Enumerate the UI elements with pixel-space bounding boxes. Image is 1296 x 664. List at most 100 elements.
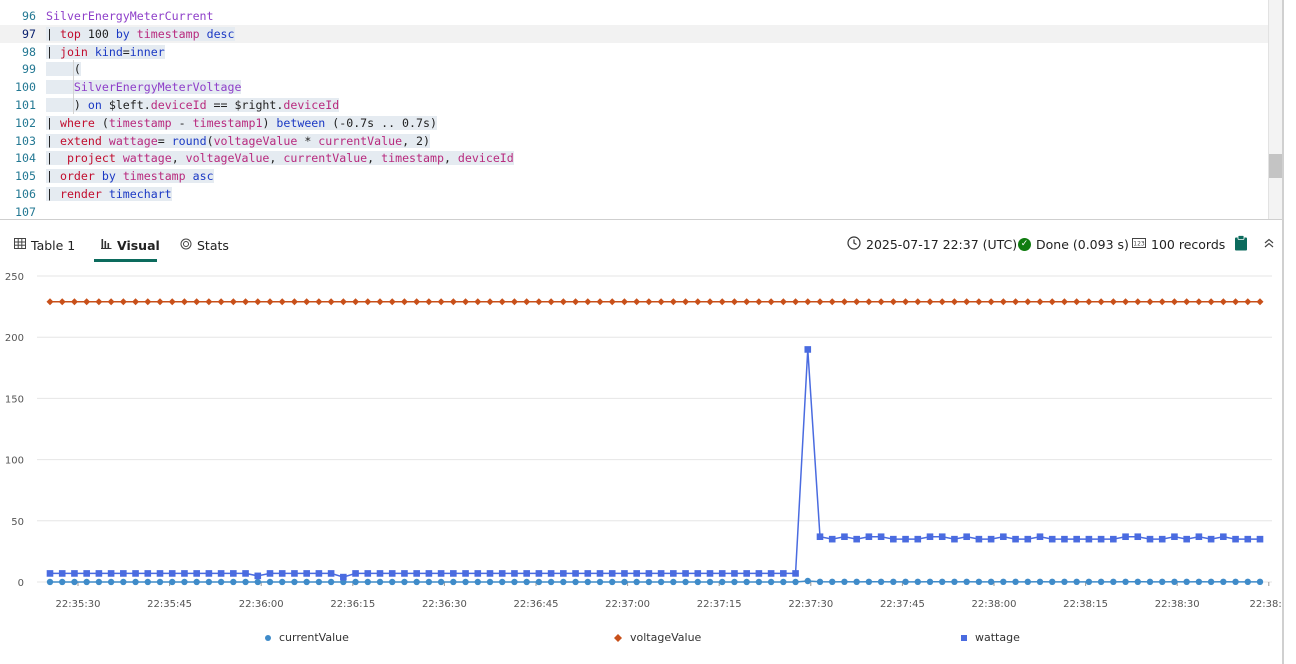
code-line[interactable]: 103 | extend wattage= round(voltageValue … [0, 132, 1268, 150]
code-token: timestamp [108, 115, 172, 130]
voltageValue-point [1122, 298, 1130, 306]
voltageValue-point [425, 298, 433, 306]
currentValue-point [376, 578, 384, 586]
code-text: | top 100 by timestamp desc [46, 25, 235, 43]
records-icon: 123 [1132, 237, 1146, 251]
code-line[interactable]: 100 SilverEnergyMeterVoltage [0, 78, 1268, 96]
code-token: = [157, 133, 172, 148]
wattage-point [388, 570, 396, 577]
currentValue-point [743, 578, 750, 586]
wattage-point [584, 570, 592, 577]
tab-stats[interactable]: Stats [180, 230, 229, 260]
voltageValue-point [217, 298, 225, 306]
wattage-point [315, 570, 323, 577]
voltageValue-point [278, 298, 286, 306]
wattage-point [926, 533, 934, 541]
currentValue-point [59, 578, 66, 586]
code-token [94, 169, 102, 184]
code-line[interactable]: 105 | order by timestamp asc [0, 167, 1268, 185]
voltageValue-point [46, 298, 54, 306]
currentValue-point [144, 578, 151, 586]
code-line[interactable]: 99 ( [0, 60, 1268, 78]
currentValue-point [633, 578, 640, 586]
wattage-point [767, 570, 775, 577]
code-token: timestamp [122, 169, 186, 184]
code-token: ) [262, 115, 277, 130]
currentValue-point [364, 578, 371, 586]
voltageValue-point [889, 298, 897, 306]
code-line[interactable]: 102 | where (timestamp - timestamp1) betw… [0, 114, 1268, 132]
voltageValue-point [963, 298, 971, 306]
tab-stats-label: Stats [197, 237, 229, 253]
code-line[interactable]: 106 | render timechart [0, 185, 1268, 203]
voltageValue-point [865, 298, 873, 306]
currentValue-point [706, 578, 714, 586]
query-editor[interactable]: 96 SilverEnergyMeterCurrent 97 | top 100 by… [0, 0, 1282, 219]
currentValue-point [242, 578, 249, 586]
voltageValue-point [1232, 298, 1240, 306]
code-token: | [46, 169, 60, 184]
currentValue-point [975, 578, 983, 586]
currentValue-point [205, 578, 213, 586]
editor-scrollbar-thumb[interactable] [1269, 154, 1282, 178]
legend-current[interactable]: currentValue [265, 631, 349, 644]
timechart[interactable]: 0 50 100 150 200 250 22:35:30 22:35:45 22:36:00 2… [0, 264, 1282, 664]
wattage-point [1220, 533, 1227, 541]
wattage-point [278, 570, 286, 577]
voltageValue-point [1183, 298, 1191, 306]
code-token: , [171, 151, 186, 166]
wattage-point [902, 535, 909, 543]
wattage-point [486, 570, 494, 577]
wattage-point [254, 572, 262, 580]
code-line[interactable]: 107 [0, 203, 1268, 219]
pane-divider [1282, 0, 1284, 664]
legend-voltage[interactable]: voltageValue [614, 631, 701, 644]
voltageValue-point [1109, 298, 1117, 306]
legend-wattage[interactable]: wattage [961, 631, 1020, 644]
code-line[interactable]: 98 | join kind=inner [0, 43, 1268, 61]
collapse-results-button[interactable] [1263, 232, 1275, 256]
currentValue-point [254, 578, 261, 586]
wattage-point [120, 570, 127, 577]
wattage-point [327, 570, 335, 577]
voltageValue-point [926, 298, 934, 306]
code-token [87, 44, 95, 59]
wattage-point [706, 570, 714, 577]
code-line[interactable]: 101 ) on $left.deviceId == $right.device… [0, 96, 1268, 114]
code-line[interactable]: 96 SilverEnergyMeterCurrent [0, 7, 1268, 25]
wattage-point [1073, 535, 1080, 543]
voltageValue-point [608, 298, 616, 306]
wattage-point [340, 573, 347, 581]
wattage-point [1024, 535, 1032, 543]
line-number: 99 [22, 62, 36, 77]
editor-results-splitter[interactable] [0, 219, 1282, 220]
currentValue-point [1134, 578, 1141, 586]
code-line[interactable]: 97 | top 100 by timestamp desc [0, 24, 1268, 43]
code-token: order [59, 169, 95, 184]
currentValue-point [914, 578, 921, 586]
voltageValue-point [1134, 298, 1142, 306]
wattage-point [780, 570, 787, 577]
currentValue-point [1122, 578, 1129, 586]
code-token: asc [192, 169, 214, 184]
currentValue-point [682, 578, 689, 586]
voltageValue-point [242, 298, 250, 306]
code-token: ( [46, 62, 81, 77]
currentValue-point [609, 578, 616, 586]
check-circle-icon: ✓ [1018, 237, 1031, 251]
code-line[interactable]: 104 | project wattage, voltageValue, curr… [0, 149, 1268, 167]
code-token: SilverEnergyMeterCurrent [46, 9, 214, 23]
code-token: (-0.7s .. 0.7s) [325, 115, 437, 130]
clock-icon [847, 235, 861, 253]
indent-guide [73, 60, 74, 114]
editor-scrollbar[interactable] [1268, 0, 1282, 219]
wattage-point [1134, 533, 1142, 541]
currentValue-point [987, 578, 995, 586]
copy-clipboard-button[interactable] [1234, 232, 1248, 256]
tab-table-1[interactable]: Table 1 [14, 230, 75, 260]
tab-visual[interactable]: Visual [100, 230, 160, 260]
code-token: desc [206, 26, 235, 41]
code-token: wattage [122, 151, 172, 166]
voltageValue-point [596, 298, 604, 306]
voltageValue-point [718, 298, 726, 306]
